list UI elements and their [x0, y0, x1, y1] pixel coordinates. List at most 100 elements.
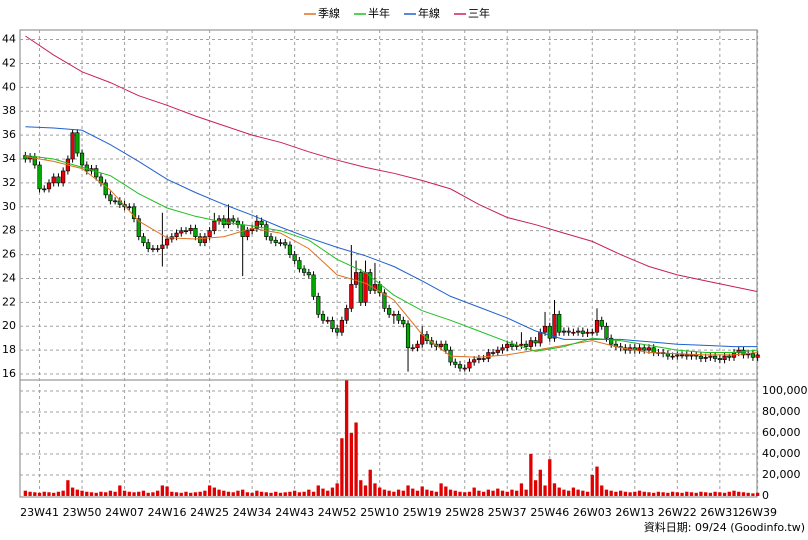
volume-bar [292, 490, 297, 496]
volume-bar [316, 485, 320, 496]
y-tick-label: 22 [2, 295, 16, 308]
y-tick-label: 42 [2, 56, 16, 69]
volume-bar [170, 491, 174, 496]
volume-bar [80, 490, 84, 496]
volume-bar [741, 492, 746, 496]
volume-bar [571, 487, 576, 496]
candle-body [689, 354, 694, 357]
volume-bar [274, 491, 278, 496]
volume-bar [70, 487, 75, 496]
volume-bar [203, 490, 207, 496]
x-tick-label: 26W39 [738, 506, 777, 519]
volume-bar [75, 489, 79, 496]
volume-bar [42, 491, 46, 496]
volume-bar [463, 492, 467, 496]
volume-bar [444, 486, 448, 496]
volume-bar [321, 488, 325, 496]
candle-body [651, 347, 656, 353]
candle-body [183, 230, 189, 232]
candle-body [79, 152, 85, 166]
volume-bar [755, 492, 760, 496]
candle-body [571, 331, 576, 334]
volume-bar [708, 492, 713, 496]
y-tick-label: 38 [2, 104, 16, 117]
volume-bar [311, 491, 316, 496]
volume-bar [567, 490, 571, 496]
volume-bar [472, 487, 476, 496]
volume-bar [56, 491, 61, 496]
volume-tick-label: 0 [762, 489, 769, 502]
y-tick-label: 40 [2, 80, 16, 93]
y-tick-label: 30 [2, 200, 16, 213]
candle-body [349, 284, 354, 309]
volume-bar [562, 489, 566, 496]
candle-body [56, 176, 61, 184]
candle-body [70, 132, 75, 160]
legend-label: 季線 [318, 6, 340, 20]
candle-body [131, 206, 137, 220]
volume-bar [746, 492, 750, 496]
volume-bar [245, 492, 250, 496]
volume-tick-label: 40,000 [762, 447, 801, 460]
volume-bar [496, 488, 500, 496]
x-tick-label: 25W46 [530, 506, 569, 519]
candle-body [679, 354, 685, 357]
volume-bar [628, 492, 632, 496]
candle-body [254, 220, 259, 229]
candle-body [391, 314, 396, 316]
candle-body [609, 337, 614, 345]
volume-bar [23, 490, 28, 496]
candle-body [339, 319, 344, 333]
volume-bar [344, 380, 349, 496]
candle-body [590, 331, 595, 334]
volume-bar [704, 492, 708, 496]
volume-bar [155, 490, 160, 496]
volume-bar [378, 487, 382, 496]
volume-bar [600, 485, 604, 496]
volume-bar [396, 489, 401, 496]
volume-bar [250, 492, 254, 496]
volume-frame [19, 379, 758, 498]
volume-bar [642, 491, 646, 496]
volume-bar [722, 492, 727, 496]
y-tick-label: 34 [2, 152, 16, 165]
volume-bar [420, 486, 424, 496]
volume-bar [61, 490, 65, 496]
candle-body [330, 319, 335, 329]
volume-bar [363, 485, 368, 496]
volume-bar [576, 489, 580, 496]
y-tick-label: 28 [2, 224, 16, 237]
volume-bar [486, 489, 491, 496]
volume-bar [335, 483, 339, 496]
volume-bar [174, 492, 179, 496]
volume-bar [439, 483, 443, 496]
x-tick-label: 26W31 [700, 506, 739, 519]
candle-body [684, 354, 689, 357]
volume-bar [585, 491, 590, 496]
y-tick-label: 32 [2, 176, 16, 189]
candle-body [717, 358, 722, 360]
y-tick-label: 18 [2, 343, 16, 356]
candle-body [42, 188, 47, 191]
ma-line [25, 126, 758, 348]
volume-bar [113, 491, 117, 496]
volume-bar [524, 489, 528, 496]
candle-body [410, 347, 415, 350]
y-tick-label: 20 [2, 319, 16, 332]
candle-body [387, 308, 392, 315]
volume-bar [529, 453, 533, 496]
volume-bar [179, 492, 183, 496]
candle-body [292, 254, 297, 261]
volume-bar [349, 432, 353, 496]
volume-bar [595, 466, 599, 496]
volume-bar [231, 492, 235, 496]
candle-body [108, 194, 113, 202]
volume-bar [689, 492, 694, 496]
volume-bar [425, 489, 429, 496]
volume-bar [609, 490, 613, 496]
candle-body [405, 323, 411, 349]
candle-body [306, 272, 311, 276]
volume-tick-label: 60,000 [762, 426, 801, 439]
x-tick-label: 25W10 [360, 506, 399, 519]
